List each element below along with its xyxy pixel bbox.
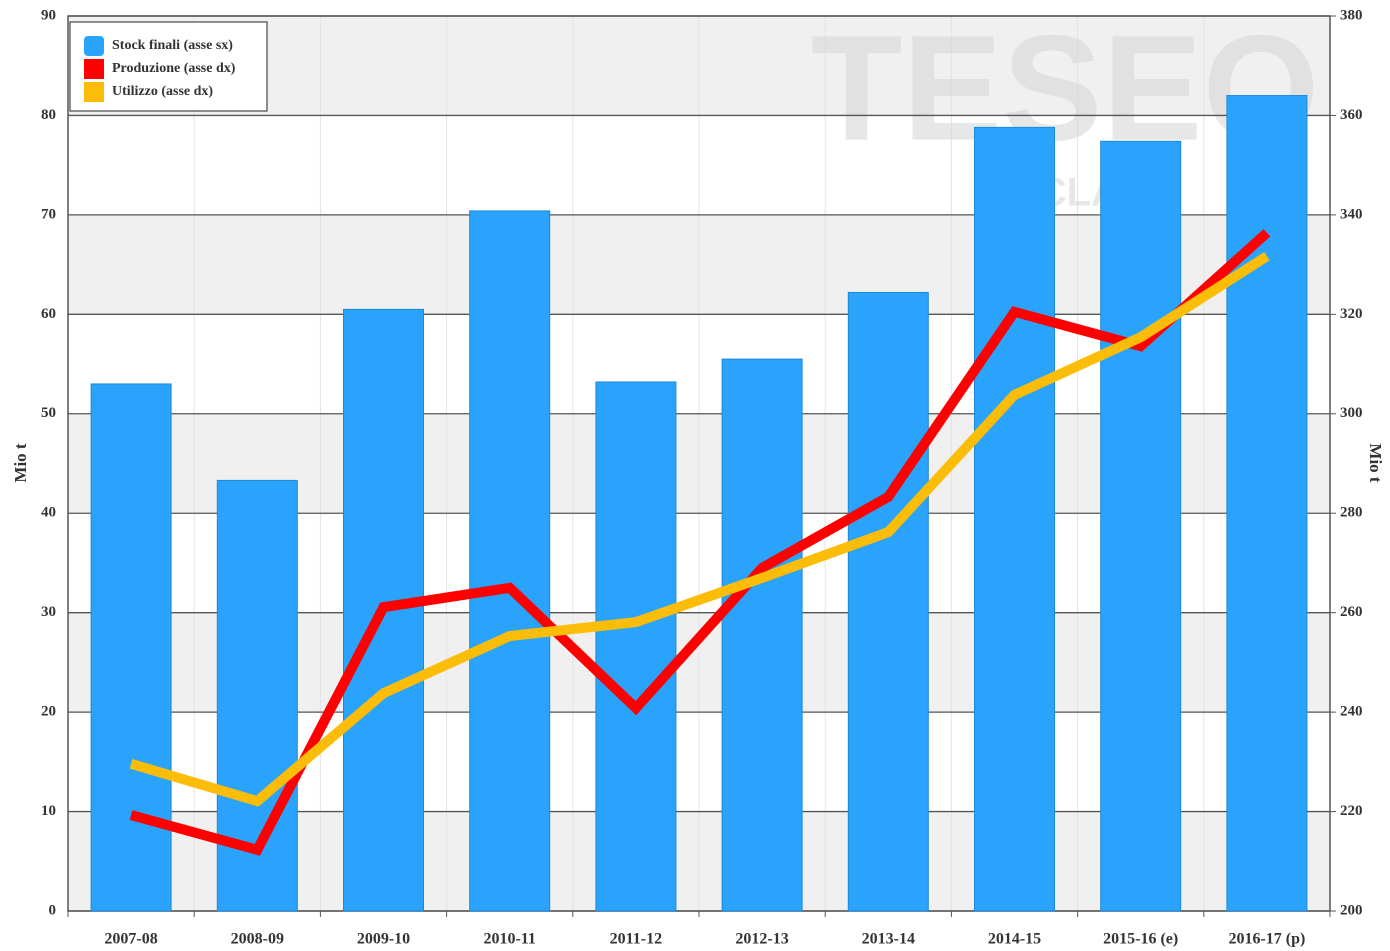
x-tick-label: 2013-14 (862, 931, 915, 948)
y-tick-label: 90 (41, 7, 56, 23)
legend-label: Utilizzo (asse dx) (112, 84, 213, 99)
y-tick-label: 70 (41, 206, 56, 222)
y2-tick-label: 200 (1340, 902, 1363, 918)
bar (721, 358, 803, 912)
bar (90, 383, 172, 912)
y2-tick-label: 240 (1340, 704, 1363, 720)
line (129, 229, 1271, 856)
y2-tick-label: 260 (1340, 604, 1363, 620)
y2-tick-label: 280 (1340, 505, 1363, 521)
legend-label: Produzione (asse dx) (112, 61, 236, 76)
x-tick-label: 2008-09 (231, 931, 284, 948)
legend-swatch (84, 82, 104, 102)
bar (469, 210, 551, 912)
y2-tick-label: 340 (1340, 206, 1363, 222)
bar (1226, 95, 1308, 912)
y2-tick-label: 380 (1340, 7, 1363, 23)
x-tick-label: 2015-16 (e) (1103, 931, 1178, 948)
y-tick-label: 30 (41, 604, 56, 620)
y2-axis-label: Mio t (1366, 443, 1385, 483)
y2-tick-label: 300 (1340, 405, 1363, 421)
x-tick-label: 2012-13 (735, 931, 788, 948)
bar (974, 126, 1055, 912)
x-tick-label: 2009-10 (357, 931, 410, 948)
line (129, 251, 1270, 807)
y-tick-label: 10 (41, 803, 56, 819)
y2-tick-label: 220 (1340, 803, 1363, 819)
y-tick-label: 20 (41, 704, 56, 720)
y-tick-label: 40 (41, 505, 56, 521)
x-tick-label: 2014-15 (988, 931, 1041, 948)
y-tick-label: 0 (49, 902, 57, 918)
y-tick-label: 50 (41, 405, 56, 421)
x-tick-label: 2011-12 (610, 931, 662, 948)
y-axis-label: Mio t (11, 443, 30, 483)
bar (595, 381, 677, 912)
y2-tick-label: 320 (1340, 306, 1363, 322)
x-tick-label: 2010-11 (483, 931, 535, 948)
x-tick-label: 2016-17 (p) (1228, 931, 1305, 948)
y-tick-label: 60 (41, 306, 56, 322)
legend-swatch (84, 59, 104, 79)
bar (1100, 140, 1182, 912)
x-tick-label: 2007-08 (104, 931, 157, 948)
legend-label: Stock finali (asse sx) (112, 38, 233, 53)
bar (847, 291, 929, 912)
y2-tick-label: 360 (1340, 107, 1363, 123)
legend-swatch (84, 36, 104, 56)
y-tick-label: 80 (41, 107, 56, 123)
